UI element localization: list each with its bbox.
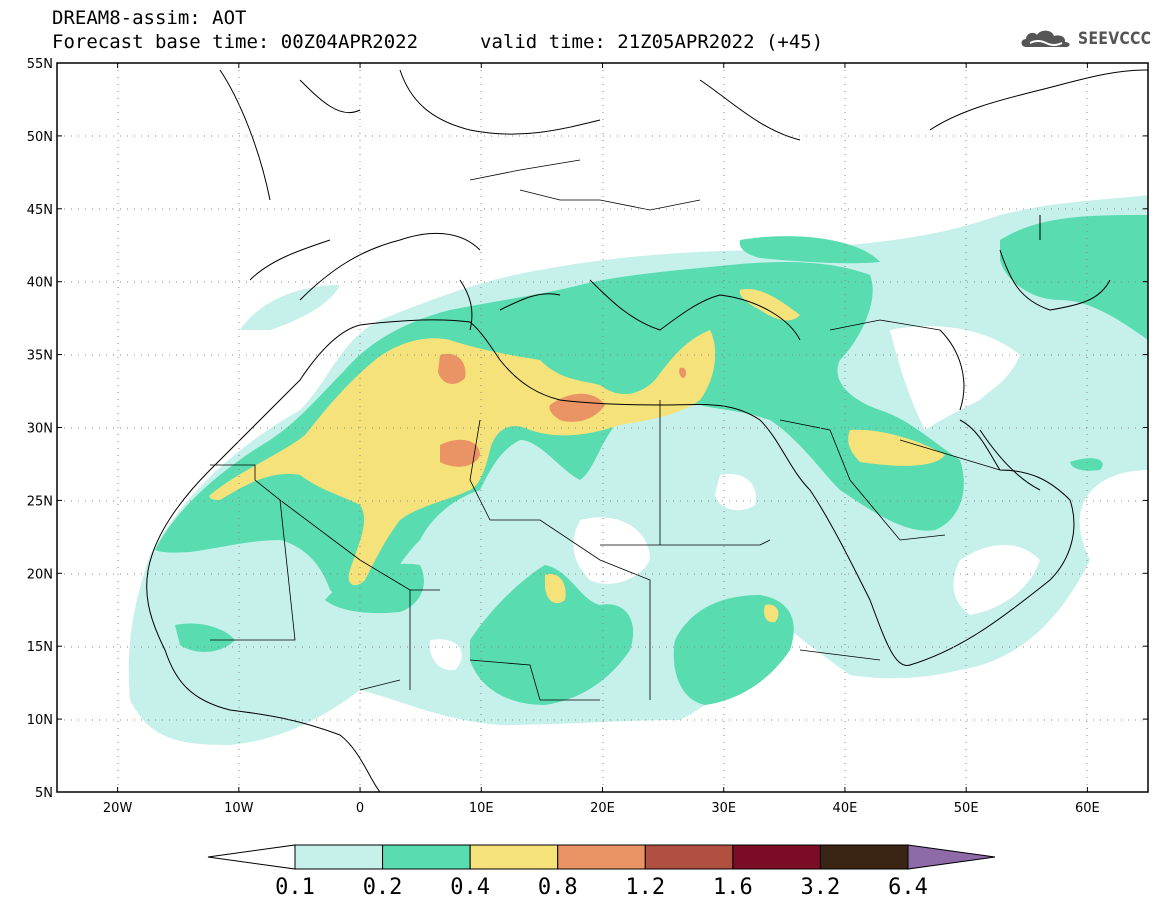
- lat-tick-label: 40N: [27, 276, 53, 291]
- lon-tick-label: 40E: [833, 801, 858, 816]
- lat-tick-label: 35N: [27, 349, 53, 364]
- logo-text: SEEVCCC: [1078, 29, 1152, 49]
- colorbar-swatch: [382, 844, 471, 870]
- lat-tick-label: 10N: [27, 713, 53, 728]
- lon-tick-label: 30E: [711, 801, 736, 816]
- seevccc-logo: SEEVCCC: [1018, 25, 1165, 53]
- lon-tick-label: 0: [356, 801, 364, 816]
- colorbar-swatch: [732, 844, 821, 870]
- lat-tick-label: 45N: [27, 203, 53, 218]
- colorbar-level-label: 0.1: [275, 875, 315, 900]
- colorbar-swatch: [294, 844, 384, 870]
- lat-tick-label: 30N: [27, 422, 53, 437]
- aot-clear-areas: [429, 326, 1040, 671]
- lat-tick-label: 20N: [27, 567, 53, 582]
- colorbar-level-label: 1.2: [625, 875, 665, 900]
- lat-tick-label: 50N: [27, 130, 53, 145]
- lon-axis: [117, 63, 1088, 792]
- lat-axis: [57, 62, 1148, 793]
- colorbar-swatch: [644, 844, 734, 870]
- lon-tick-label: 10W: [224, 801, 254, 816]
- colorbar-over-arrow: [907, 844, 996, 870]
- borders: [210, 159, 1001, 701]
- lon-tick-label: 60E: [1075, 801, 1100, 816]
- colorbar-level-label: 0.8: [538, 875, 578, 900]
- lon-tick-label: 20W: [103, 801, 133, 816]
- lon-tick-label: 20E: [590, 801, 615, 816]
- colorbar-level-label: 0.2: [363, 875, 403, 900]
- lat-tick-label: 55N: [27, 57, 53, 72]
- aot-contours: [128, 195, 1148, 745]
- colorbar-swatch: [469, 844, 559, 870]
- colorbar-level-label: 3.2: [801, 875, 841, 900]
- colorbar-under-arrow: [207, 844, 296, 870]
- colorbar-level-label: 0.4: [450, 875, 490, 900]
- colorbar-level-label: 6.4: [888, 875, 928, 900]
- lon-tick-label: 50E: [954, 801, 979, 816]
- lat-tick-label: 25N: [27, 494, 53, 509]
- valid-time: valid time: 21Z05APR2022 (+45): [480, 31, 824, 53]
- colorbar-level-label: 1.6: [713, 875, 753, 900]
- lat-tick-label: 5N: [35, 786, 53, 801]
- lat-tick-label: 15N: [27, 640, 53, 655]
- forecast-base-time: Forecast base time: 00Z04APR2022: [52, 31, 419, 53]
- lon-tick-label: 10E: [469, 801, 494, 816]
- colorbar-swatch: [819, 844, 909, 870]
- gridlines: [57, 63, 1148, 792]
- cloud-icon: [1021, 30, 1070, 47]
- coastlines: [146, 69, 1148, 792]
- map-title: DREAM8-assim: AOT: [52, 7, 247, 29]
- colorbar: 0.1 0.2 0.4 0.8 1.2 1.6 3.2 6.4: [207, 844, 996, 900]
- colorbar-swatch: [557, 844, 646, 870]
